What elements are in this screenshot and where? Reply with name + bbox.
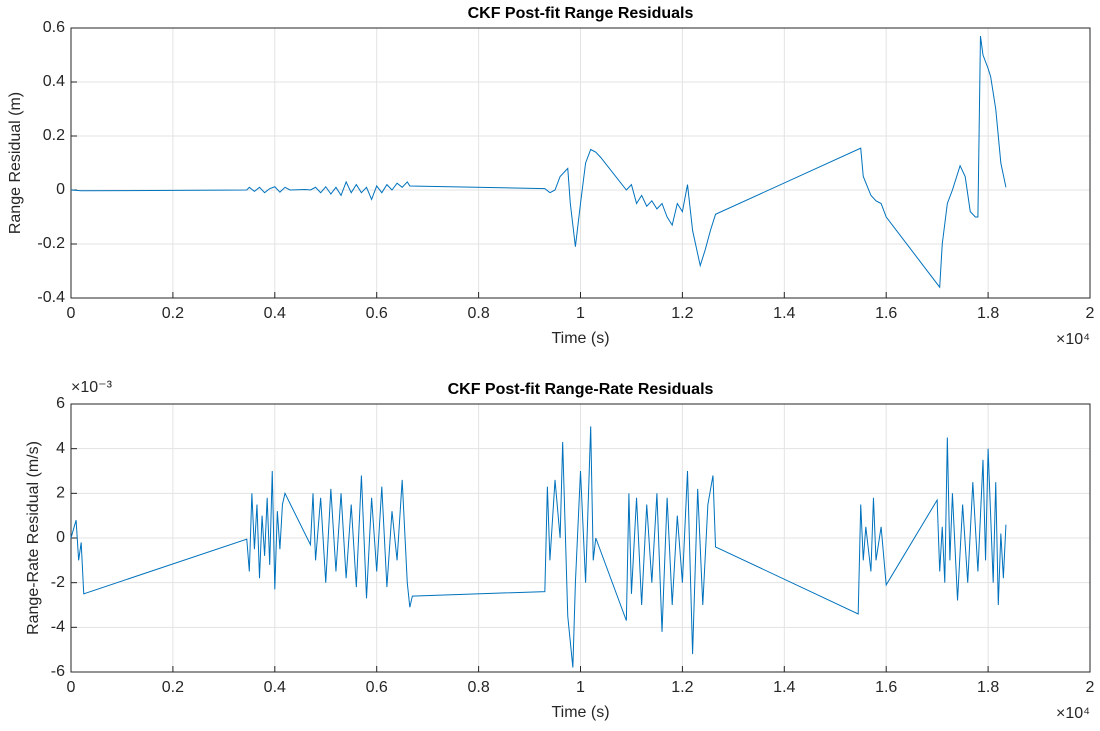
y-tick-label: -4 <box>51 619 65 636</box>
y-tick-label: 6 <box>56 395 65 412</box>
y-tick-label: 0.2 <box>43 127 65 144</box>
chart-title: CKF Post-fit Range Residuals <box>468 5 694 22</box>
y-tick-label: 4 <box>56 440 65 457</box>
x-axis-label: Time (s) <box>551 330 609 347</box>
y-tick-label: 0.4 <box>43 73 65 90</box>
x-tick-label: 1.4 <box>773 679 795 696</box>
x-tick-label: 0.2 <box>162 305 184 322</box>
x-tick-label: 0 <box>67 305 76 322</box>
x-tick-label: 2 <box>1086 305 1095 322</box>
data-line <box>70 426 1007 668</box>
x-multiplier: ×10⁴ <box>1056 705 1090 722</box>
data-line <box>70 36 1007 289</box>
x-axis-label: Time (s) <box>551 704 609 721</box>
y-tick-label: 0 <box>56 529 65 546</box>
y-tick-label: -0.4 <box>37 289 65 306</box>
x-tick-label: 1.8 <box>977 679 999 696</box>
y-axis-label: Range Residual (m) <box>7 92 24 234</box>
x-tick-label: 1 <box>576 679 585 696</box>
y-multiplier: ×10⁻³ <box>71 379 113 396</box>
y-tick-label: -2 <box>51 574 65 591</box>
x-tick-label: 1.2 <box>671 305 693 322</box>
x-tick-label: 1 <box>576 305 585 322</box>
x-tick-label: 1.8 <box>977 305 999 322</box>
x-tick-label: 0.4 <box>264 679 286 696</box>
x-tick-label: 0.8 <box>467 679 489 696</box>
y-tick-label: -6 <box>51 663 65 680</box>
x-tick-label: 0.6 <box>366 305 388 322</box>
y-tick-label: 0.6 <box>43 19 65 36</box>
y-tick-label: -0.2 <box>37 235 65 252</box>
chart-title: CKF Post-fit Range-Rate Residuals <box>448 381 714 398</box>
x-tick-label: 0.6 <box>366 679 388 696</box>
x-tick-label: 0.2 <box>162 679 184 696</box>
x-tick-label: 0 <box>67 679 76 696</box>
x-tick-label: 1.6 <box>875 305 897 322</box>
x-tick-label: 1.6 <box>875 679 897 696</box>
x-multiplier: ×10⁴ <box>1056 331 1090 348</box>
x-tick-label: 0.4 <box>264 305 286 322</box>
y-axis-label: Range-Rate Residual (m/s) <box>25 441 42 635</box>
x-tick-label: 0.8 <box>467 305 489 322</box>
x-tick-label: 1.4 <box>773 305 795 322</box>
axes-box <box>70 27 1091 299</box>
x-tick-label: 1.2 <box>671 679 693 696</box>
x-tick-label: 2 <box>1086 679 1095 696</box>
y-tick-label: 2 <box>56 485 65 502</box>
y-tick-label: 0 <box>56 181 65 198</box>
